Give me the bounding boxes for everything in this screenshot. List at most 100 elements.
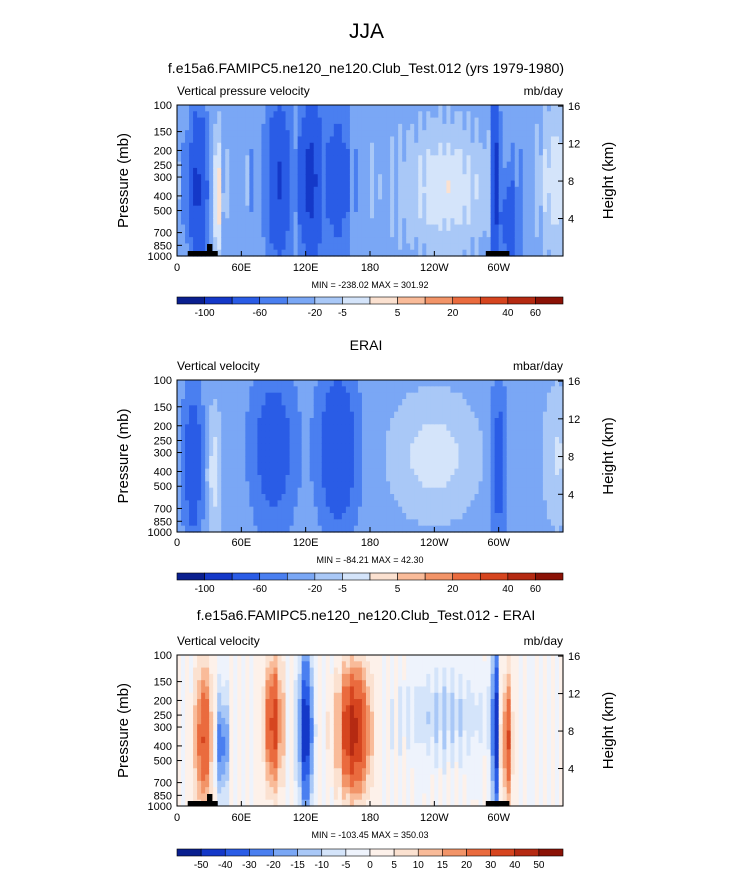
heatmap-cell [285, 487, 291, 495]
heatmap-cell [301, 243, 307, 251]
heatmap-cell [454, 130, 460, 138]
heatmap-cell [386, 443, 391, 451]
heatmap-cell [558, 392, 564, 400]
heatmap-cell [213, 487, 218, 495]
heatmap-cell [526, 193, 532, 200]
heatmap-cell [486, 405, 492, 413]
heatmap-cell [526, 468, 532, 476]
heatmap-cell [434, 174, 439, 182]
heatmap-cell [193, 130, 198, 138]
heatmap-cell [514, 481, 520, 489]
heatmap-cell [502, 117, 508, 125]
heatmap-cell [353, 105, 359, 112]
heatmap-cell [458, 494, 464, 501]
heatmap-cell [313, 456, 319, 463]
heatmap-cell [558, 218, 564, 226]
heatmap-cell [434, 142, 439, 150]
heatmap-cell [402, 481, 407, 489]
heatmap-cell [313, 237, 319, 245]
heatmap-cell [333, 449, 339, 457]
heatmap-cell [313, 411, 319, 419]
heatmap-cell [554, 462, 560, 470]
heatmap-cell [205, 705, 210, 713]
heatmap-cell [361, 123, 367, 131]
heatmap-cell [418, 449, 423, 457]
heatmap-cell [345, 136, 351, 144]
heatmap-cell [269, 475, 275, 482]
heatmap-cell [189, 142, 194, 150]
heatmap-cell [325, 494, 331, 501]
heatmap-cell [454, 405, 460, 413]
heatmap-cell [522, 123, 528, 131]
heatmap-cell [189, 211, 194, 219]
heatmap-cell [225, 411, 230, 419]
heatmap-cell [554, 411, 560, 419]
colorbar-swatch [424, 572, 454, 581]
heatmap-cell [390, 456, 395, 463]
heatmap-cell [333, 430, 339, 438]
heatmap-cell [189, 787, 194, 795]
colorbar-swatch [259, 296, 288, 305]
heatmap-cell [558, 506, 564, 514]
heatmap-cell [205, 487, 210, 495]
heatmap-cell [402, 405, 407, 413]
heatmap-cell [345, 218, 351, 226]
heatmap-cell [349, 111, 355, 119]
heatmap-cell [422, 430, 427, 438]
heatmap-cell [370, 519, 375, 527]
heatmap-cell [181, 218, 186, 226]
heatmap-cell [345, 462, 351, 470]
heatmap-cell [201, 386, 206, 394]
heatmap-cell [470, 193, 476, 200]
heatmap-cell [522, 199, 528, 207]
heatmap-cell [313, 249, 319, 257]
heatmap-cell [378, 481, 383, 489]
heatmap-cell [466, 243, 472, 251]
heatmap-cell [333, 437, 339, 444]
heatmap-cell [422, 386, 427, 394]
heatmap-cell [506, 155, 512, 163]
heatmap-cell [486, 105, 492, 112]
heatmap-cell [185, 130, 190, 138]
heatmap-cell [378, 142, 383, 150]
heatmap-cell [269, 117, 275, 125]
heatmap-cell [518, 392, 524, 400]
heatmap-cell [213, 142, 218, 150]
heatmap-cell [341, 506, 347, 514]
heatmap-cell [181, 673, 186, 681]
heatmap-cell [506, 205, 512, 213]
heatmap-cell [333, 456, 339, 463]
heatmap-cell [357, 105, 363, 112]
heatmap-cell [181, 787, 186, 795]
heatmap-cell [482, 405, 488, 413]
heatmap-cell [221, 205, 226, 213]
heatmap-cell [269, 193, 275, 200]
heatmap-cell [205, 424, 210, 432]
heatmap-cell [458, 519, 464, 527]
heatmap-cell [522, 105, 528, 112]
heatmap-cell [490, 199, 496, 207]
heatmap-cell [337, 494, 343, 501]
heatmap-cell [289, 411, 295, 419]
heatmap-cell [450, 386, 456, 394]
heatmap-cell [546, 211, 552, 219]
heatmap-cell [185, 755, 190, 763]
heatmap-cell [554, 199, 560, 207]
heatmap-cell [474, 456, 480, 463]
heatmap-cell [546, 405, 552, 413]
heatmap-cell [329, 149, 335, 156]
heatmap-cell [434, 155, 439, 163]
heatmap-cell [554, 481, 560, 489]
heatmap-cell [390, 205, 395, 213]
heatmap-cell [542, 513, 548, 520]
heatmap-cell [281, 249, 287, 257]
heatmap-cell [554, 136, 560, 144]
heatmap-cell [454, 218, 460, 226]
heatmap-cell [345, 155, 351, 163]
heatmap-cell [257, 205, 263, 213]
heatmap-cell [189, 699, 194, 706]
heatmap-cell [542, 105, 548, 112]
heatmap-cell [185, 699, 190, 706]
heatmap-cell [301, 525, 307, 533]
heatmap-cell [357, 443, 363, 451]
